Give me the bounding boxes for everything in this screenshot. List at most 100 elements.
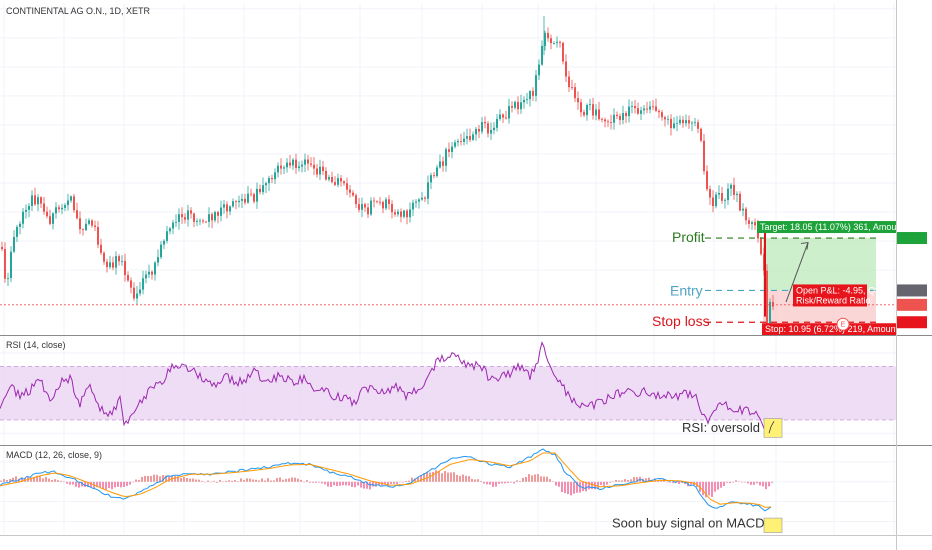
macd-histogram-bar [120, 481, 122, 488]
candle-body [31, 195, 33, 206]
candle-body [751, 222, 753, 224]
macd-histogram-bar [579, 481, 581, 493]
macd-histogram-bar [339, 481, 341, 486]
candle-body [589, 104, 591, 106]
macd-histogram-bar [708, 481, 710, 496]
candle-body [334, 182, 336, 185]
macd-histogram-bar [372, 481, 374, 487]
candle-body [424, 197, 426, 199]
macd-histogram-bar [174, 476, 176, 482]
candle-body [562, 42, 564, 62]
macd-histogram-bar [765, 481, 767, 490]
candle-body [499, 114, 501, 119]
candle-body [730, 184, 732, 189]
macd-histogram-bar [228, 480, 230, 482]
macd-histogram-bar [546, 476, 548, 482]
macd-histogram-bar [645, 478, 647, 482]
candle-body [124, 260, 126, 276]
candle-body [523, 99, 525, 103]
macd-histogram-bar [9, 478, 11, 482]
macd-histogram-bar [426, 471, 428, 482]
macd-histogram-bar [714, 481, 716, 492]
candle-body [727, 188, 729, 201]
candle-body [691, 122, 693, 124]
macd-histogram-bar [237, 481, 239, 482]
macd-histogram-bar [756, 481, 758, 484]
target-box [757, 221, 896, 234]
macd-histogram-bar [378, 481, 380, 486]
candle-body [574, 87, 576, 99]
candle-body [247, 193, 249, 203]
candle-body [577, 98, 579, 103]
candle-body [676, 123, 678, 125]
candle-body [403, 210, 405, 217]
candle-body [430, 175, 432, 183]
candle-body [40, 197, 42, 204]
macd-histogram-bar [441, 473, 443, 482]
macd-histogram-bar [750, 481, 752, 485]
candle-body [655, 106, 657, 111]
macd-histogram-bar [6, 479, 8, 482]
macd-histogram-bar [351, 481, 353, 487]
candle-body [718, 193, 720, 195]
macd-histogram-bar [621, 480, 623, 482]
macd-histogram-bar [636, 477, 638, 482]
candle-body [415, 201, 417, 203]
candle-body [739, 193, 741, 211]
candle-body [148, 271, 150, 275]
macd-histogram-bar [702, 481, 704, 496]
macd-histogram-bar [138, 479, 140, 482]
event-badge[interactable] [836, 317, 850, 331]
candle-body [202, 220, 204, 222]
macd-histogram-bar [582, 481, 584, 492]
macd-histogram-bar [135, 479, 137, 482]
macd-histogram-bar [540, 476, 542, 482]
candle-body [598, 109, 600, 120]
candle-body [544, 32, 546, 46]
macd-histogram-bar [408, 480, 410, 482]
macd-histogram-bar [159, 476, 161, 482]
macd-histogram-bar [114, 481, 116, 488]
candle-body [754, 222, 756, 226]
candle-body [145, 274, 147, 279]
macd-histogram-bar [405, 480, 407, 482]
macd-histogram-bar [183, 477, 185, 482]
candle-body [256, 188, 258, 202]
macd-histogram-bar [681, 481, 683, 484]
candle-body [526, 99, 528, 101]
macd-histogram-bar [522, 477, 524, 482]
candle-body [709, 189, 711, 198]
candle-body [502, 114, 504, 118]
candle-body [199, 220, 201, 222]
macd-histogram-bar [603, 481, 605, 486]
candle-body [43, 203, 45, 212]
candle-body [643, 108, 645, 111]
candle-body [208, 214, 210, 222]
candle-body [628, 106, 630, 117]
candle-body [115, 256, 117, 268]
candle-body [505, 117, 507, 119]
macd-histogram-bar [147, 475, 149, 482]
macd-histogram-bar [132, 481, 134, 483]
stop-price-tag [897, 316, 927, 329]
macd-histogram-bar [282, 479, 284, 482]
macd-histogram-bar [105, 481, 107, 490]
macd-histogram-bar [0, 480, 2, 482]
macd-histogram-bar [156, 474, 158, 482]
macd-histogram-bar [270, 480, 272, 482]
candle-body [217, 212, 219, 216]
macd-histogram-bar [348, 481, 350, 486]
macd-histogram-bar [609, 481, 611, 483]
macd-histogram-bar [414, 478, 416, 482]
macd-histogram-bar [567, 481, 569, 495]
candle-body [19, 223, 21, 227]
candle-body [622, 113, 624, 120]
macd-histogram-bar [726, 481, 728, 483]
candle-body [229, 206, 231, 212]
candle-body [100, 244, 102, 253]
candle-body [22, 211, 24, 224]
candle-body [472, 134, 474, 140]
macd-histogram-bar [165, 475, 167, 482]
candle-body [25, 209, 27, 212]
candle-body [742, 208, 744, 211]
